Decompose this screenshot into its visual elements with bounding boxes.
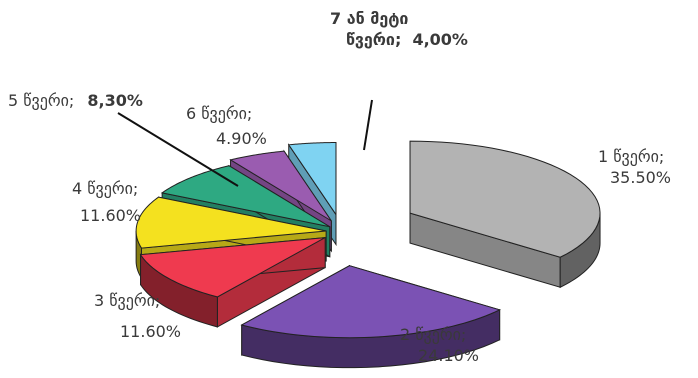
slice-5-top: [160, 165, 331, 228]
label-slice-6: 6 წვერი; 4.90%: [186, 103, 267, 149]
slice-2-top: [240, 265, 502, 339]
leader-line-slice-7: [363, 99, 373, 151]
slice-7-name-line1: 7 ან მეტი: [330, 9, 409, 28]
slice-2-value: 24.10%: [418, 346, 480, 365]
slice-5-name: 5 წვერი;: [8, 91, 75, 110]
slice-7-top: [287, 142, 337, 217]
pie-slice-2: [240, 264, 502, 369]
pie-slice-1: [409, 140, 601, 289]
label-slice-3: 3 წვერი; 11.60%: [94, 290, 181, 342]
slice-6-name: 6 წვერი;: [186, 104, 253, 123]
slice-6-top: [229, 150, 332, 222]
slice-1-value: 35.50%: [610, 168, 672, 187]
label-slice-7: 7 ან მეტი წვერი; 4,00%: [330, 8, 468, 50]
label-slice-2: 2 წვერი; 24.10%: [400, 324, 479, 366]
label-slice-1: 1 წვერი; 35.50%: [598, 146, 671, 188]
slice-6-value: 4.90%: [216, 129, 267, 148]
slice-4-name: 4 წვერი;: [72, 179, 139, 198]
leader-line-slice-5: [117, 112, 239, 187]
slice-1-name: 1 წვერი;: [598, 147, 665, 166]
slice-4-value: 11.60%: [80, 206, 142, 225]
slice-3-value: 11.60%: [120, 322, 182, 341]
slice-2-name: 2 წვერი;: [400, 325, 467, 344]
pie-slice-3: [139, 236, 326, 328]
slice-7-name-line2: წვერი;: [346, 30, 402, 49]
label-slice-5: 5 წვერი; 8,30%: [8, 90, 143, 111]
slice-1-top: [409, 140, 601, 258]
slice-3-top: [139, 237, 326, 298]
slice-3-name: 3 წვერი;: [94, 291, 161, 310]
slice-5-value: 8,30%: [87, 91, 143, 110]
slice-4-top: [135, 196, 327, 249]
slice-7-value: 4,00%: [412, 30, 468, 49]
label-slice-4: 4 წვერი; 11.60%: [72, 178, 141, 226]
